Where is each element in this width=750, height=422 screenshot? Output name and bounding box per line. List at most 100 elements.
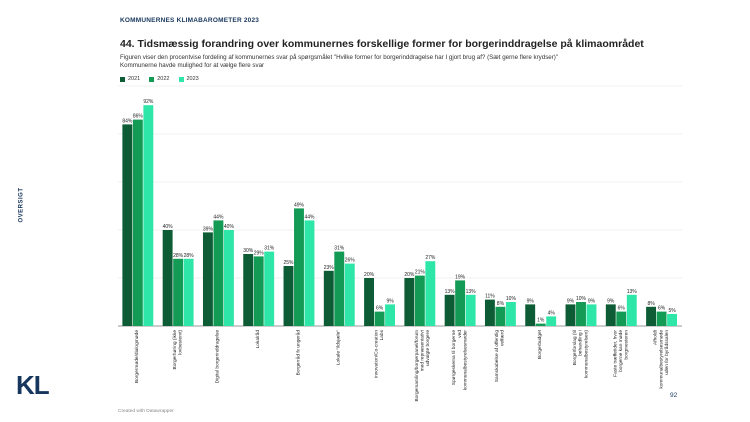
category-label-9: Samskabelse af offentligvelfærd <box>494 330 506 383</box>
page-number: 92 <box>670 392 678 399</box>
bar-2022-13 <box>656 311 667 326</box>
category-label-10: Borgerbudget <box>537 329 543 359</box>
value-label-2022-5: 31% <box>334 246 345 252</box>
bar-2021-6 <box>364 278 375 326</box>
value-label-2022-3: 29% <box>254 250 265 256</box>
bar-2021-4 <box>283 266 294 326</box>
bar-2021-11 <box>565 304 576 326</box>
legend-swatch-2023 <box>178 76 184 82</box>
bar-2022-9 <box>495 306 506 326</box>
category-label-1: Borgerhøring (ikkelovbestemt) <box>172 330 184 370</box>
value-label-2022-13: 6% <box>658 306 666 312</box>
value-label-2023-11: 9% <box>588 298 596 304</box>
subtitle-line-1: Figuren viser den procentvise fordeling … <box>120 54 559 61</box>
bar-2021-5 <box>323 270 334 326</box>
bar-2023-0 <box>143 105 154 326</box>
datawrapper-credit: Created with Datawrapper <box>118 409 174 414</box>
bar-2021-10 <box>525 304 536 326</box>
bar-2022-3 <box>253 256 264 326</box>
value-label-2023-0: 92% <box>143 99 154 105</box>
legend-item-2023: 2023 <box>178 76 199 82</box>
legend-swatch-2021 <box>120 76 125 82</box>
category-label-3: Lokalråd <box>254 330 261 349</box>
value-label-2022-1: 28% <box>173 253 184 259</box>
value-label-2023-8: 13% <box>466 289 477 295</box>
bar-2023-12 <box>626 294 637 326</box>
value-label-2022-11: 10% <box>576 296 587 302</box>
legend-label-2021: 2021 <box>128 76 141 82</box>
category-label-2: Digital borgerinddragelse <box>215 330 221 384</box>
bar-2023-4 <box>304 220 315 326</box>
bar-2022-6 <box>374 311 385 326</box>
bar-2023-5 <box>344 263 355 326</box>
bar-2022-11 <box>576 302 586 326</box>
value-label-2021-6: 20% <box>364 272 375 278</box>
legend-item-2022: 2022 <box>149 76 170 82</box>
value-label-2021-9: 11% <box>485 294 495 300</box>
legend-swatch-2022 <box>149 76 155 82</box>
chart-legend: 2021 2022 2023 <box>120 76 199 82</box>
bar-2022-4 <box>294 208 304 326</box>
kl-logo: KL <box>16 370 50 400</box>
value-label-2022-4: 49% <box>294 202 305 208</box>
bar-2023-2 <box>223 230 234 326</box>
chart-subtitle: Figuren viser den procentvise fordeling … <box>120 54 640 69</box>
bar-2023-11 <box>586 304 597 326</box>
legend-item-2021: 2021 <box>120 76 140 82</box>
value-label-2023-5: 26% <box>345 258 356 264</box>
bar-2021-1 <box>162 230 173 326</box>
bar-2022-2 <box>213 220 224 326</box>
value-label-2021-5: 23% <box>324 265 335 271</box>
value-label-2021-10: 9% <box>527 298 535 304</box>
value-label-2023-4: 44% <box>304 214 315 220</box>
chart-title: 44. Tidsmæssig forandring over kommunern… <box>120 38 644 50</box>
value-label-2021-0: 84% <box>122 118 133 124</box>
bar-2021-12 <box>605 304 616 326</box>
value-label-2023-7: 27% <box>425 255 436 261</box>
category-label-5: Lokale "ildsjæle" <box>336 330 342 365</box>
bar-2023-6 <box>385 304 396 326</box>
bar-2022-1 <box>173 258 184 326</box>
bar-2023-13 <box>667 314 678 326</box>
bar-2022-8 <box>455 280 466 326</box>
bar-2022-12 <box>616 311 627 326</box>
bar-2023-9 <box>505 302 516 326</box>
value-label-2022-7: 21% <box>415 270 426 276</box>
value-label-2023-6: 9% <box>386 298 394 304</box>
value-label-2023-12: 13% <box>627 289 638 295</box>
bar-2022-10 <box>535 323 546 326</box>
category-label-13: Afholdtkommunalbestyrelsesmødeuden for b… <box>653 329 670 388</box>
category-label-11: Borgerforslag (tilbehandling ikommunalbe… <box>572 330 589 379</box>
value-label-2022-10: 1% <box>537 318 545 324</box>
bar-2021-2 <box>202 232 213 326</box>
value-label-2021-12: 9% <box>607 298 615 304</box>
bar-2022-5 <box>334 251 345 326</box>
value-label-2021-1: 40% <box>163 224 174 230</box>
value-label-2021-11: 9% <box>567 298 575 304</box>
value-label-2021-8: 13% <box>445 289 456 295</box>
category-label-6: Innovation/Co-creationLabs <box>373 329 385 378</box>
subtitle-line-2: Kommunerne havde mulighed for at vælge f… <box>120 61 265 69</box>
bar-2023-8 <box>465 294 476 326</box>
bar-2021-3 <box>243 254 254 326</box>
value-label-2021-3: 30% <box>243 248 254 254</box>
category-label-8: Spørgeskema til borgernevedkommunalbesty… <box>451 330 468 391</box>
value-label-2023-9: 10% <box>506 296 517 302</box>
bar-2021-0 <box>122 124 133 327</box>
value-label-2023-3: 31% <box>264 246 275 252</box>
report-kicker: KOMMUNERNES KLIMABAROMETER 2023 <box>120 17 260 24</box>
legend-label-2022: 2022 <box>157 76 170 82</box>
bar-2022-0 <box>132 119 143 326</box>
value-label-2022-12: 6% <box>618 306 626 312</box>
bar-2023-1 <box>183 258 194 326</box>
value-label-2022-2: 44% <box>213 214 224 220</box>
value-label-2022-8: 19% <box>455 274 466 280</box>
value-label-2022-6: 6% <box>376 306 384 312</box>
value-label-2021-4: 25% <box>283 260 294 266</box>
category-label-12: Faste træffetider, hvorborgerne kan møde… <box>612 330 629 377</box>
value-label-2021-13: 8% <box>647 301 655 307</box>
category-label-4: Borgerråd fx ungeråd <box>294 330 301 376</box>
value-label-2021-7: 20% <box>404 272 415 278</box>
value-label-2023-1: 28% <box>184 253 195 259</box>
value-label-2023-13: 5% <box>668 308 676 314</box>
